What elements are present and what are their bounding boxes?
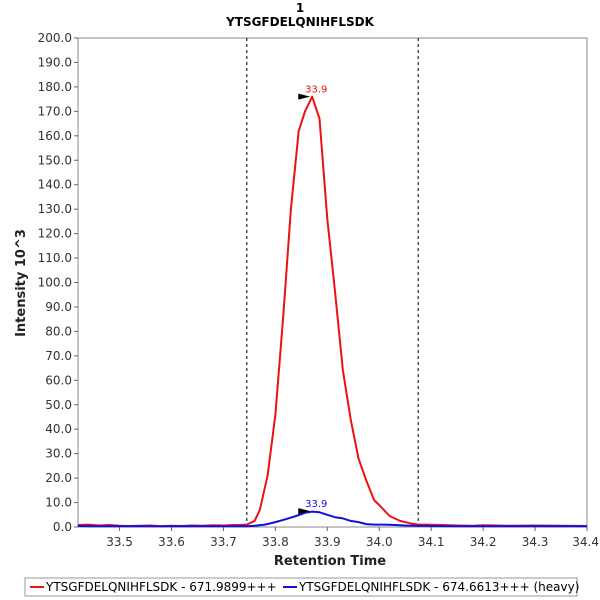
y-tick-label: 190.0	[38, 55, 72, 69]
legend: YTSGFDELQNIHFLSDK - 671.9899+++ YTSGFDEL…	[24, 577, 579, 597]
y-tick-label: 100.0	[38, 276, 72, 290]
x-tick-label: 34.1	[418, 535, 445, 549]
plot-frame	[77, 37, 588, 528]
y-tick-label: 130.0	[38, 202, 72, 216]
x-tick-label: 33.9	[314, 535, 341, 549]
y-tick-label: 200.0	[38, 31, 72, 45]
legend-entry-light: YTSGFDELQNIHFLSDK - 671.9899+++	[45, 580, 277, 594]
y-tick-label: 120.0	[38, 227, 72, 241]
x-tick-label: 33.7	[210, 535, 237, 549]
x-tick-label: 33.8	[262, 535, 289, 549]
y-tick-label: 50.0	[45, 398, 72, 412]
y-tick-label: 30.0	[45, 447, 72, 461]
peak-label-heavy: 33.9	[305, 499, 327, 510]
y-tick-label: 170.0	[38, 104, 72, 118]
x-axis-label: Retention Time	[274, 554, 386, 569]
y-tick-label: 140.0	[38, 178, 72, 192]
x-tick-label: 34.2	[470, 535, 497, 549]
legend-box	[24, 577, 578, 597]
peak-marker-light	[298, 93, 311, 100]
y-tick-label: 90.0	[45, 300, 72, 314]
y-tick-label: 180.0	[38, 80, 72, 94]
y-tick-label: 110.0	[38, 251, 72, 265]
y-tick-label: 20.0	[45, 471, 72, 485]
y-tick-label: 0.0	[53, 520, 72, 534]
x-tick-label: 34.0	[366, 535, 393, 549]
chart-title: 1	[296, 1, 304, 15]
peak-label-light: 33.9	[305, 85, 327, 96]
peak-marker-heavy	[298, 508, 311, 515]
x-tick-label: 34.3	[522, 535, 549, 549]
y-tick-label: 160.0	[38, 129, 72, 143]
legend-entry-heavy: YTSGFDELQNIHFLSDK - 674.6613+++ (heavy)	[298, 580, 579, 594]
y-tick-label: 70.0	[45, 349, 72, 363]
series-line-heavy	[77, 510, 587, 528]
x-tick-label: 34.4	[572, 535, 599, 549]
x-tick-label: 33.5	[106, 535, 133, 549]
plot-area: 0.0 10.0 20.0 30.0 40.0 50.0 60.0 70.0 80.0 90.0 1…	[38, 31, 599, 549]
y-axis-label: Intensity 10^3	[14, 229, 29, 337]
chart-subtitle: YTSGFDELQNIHFLSDK	[225, 15, 375, 29]
y-tick-label: 10.0	[45, 496, 72, 510]
y-tick-label: 150.0	[38, 153, 72, 167]
y-tick-label: 60.0	[45, 373, 72, 387]
y-tick-label: 80.0	[45, 324, 72, 338]
y-tick-label: 40.0	[45, 422, 72, 436]
x-tick-label: 33.6	[158, 535, 185, 549]
